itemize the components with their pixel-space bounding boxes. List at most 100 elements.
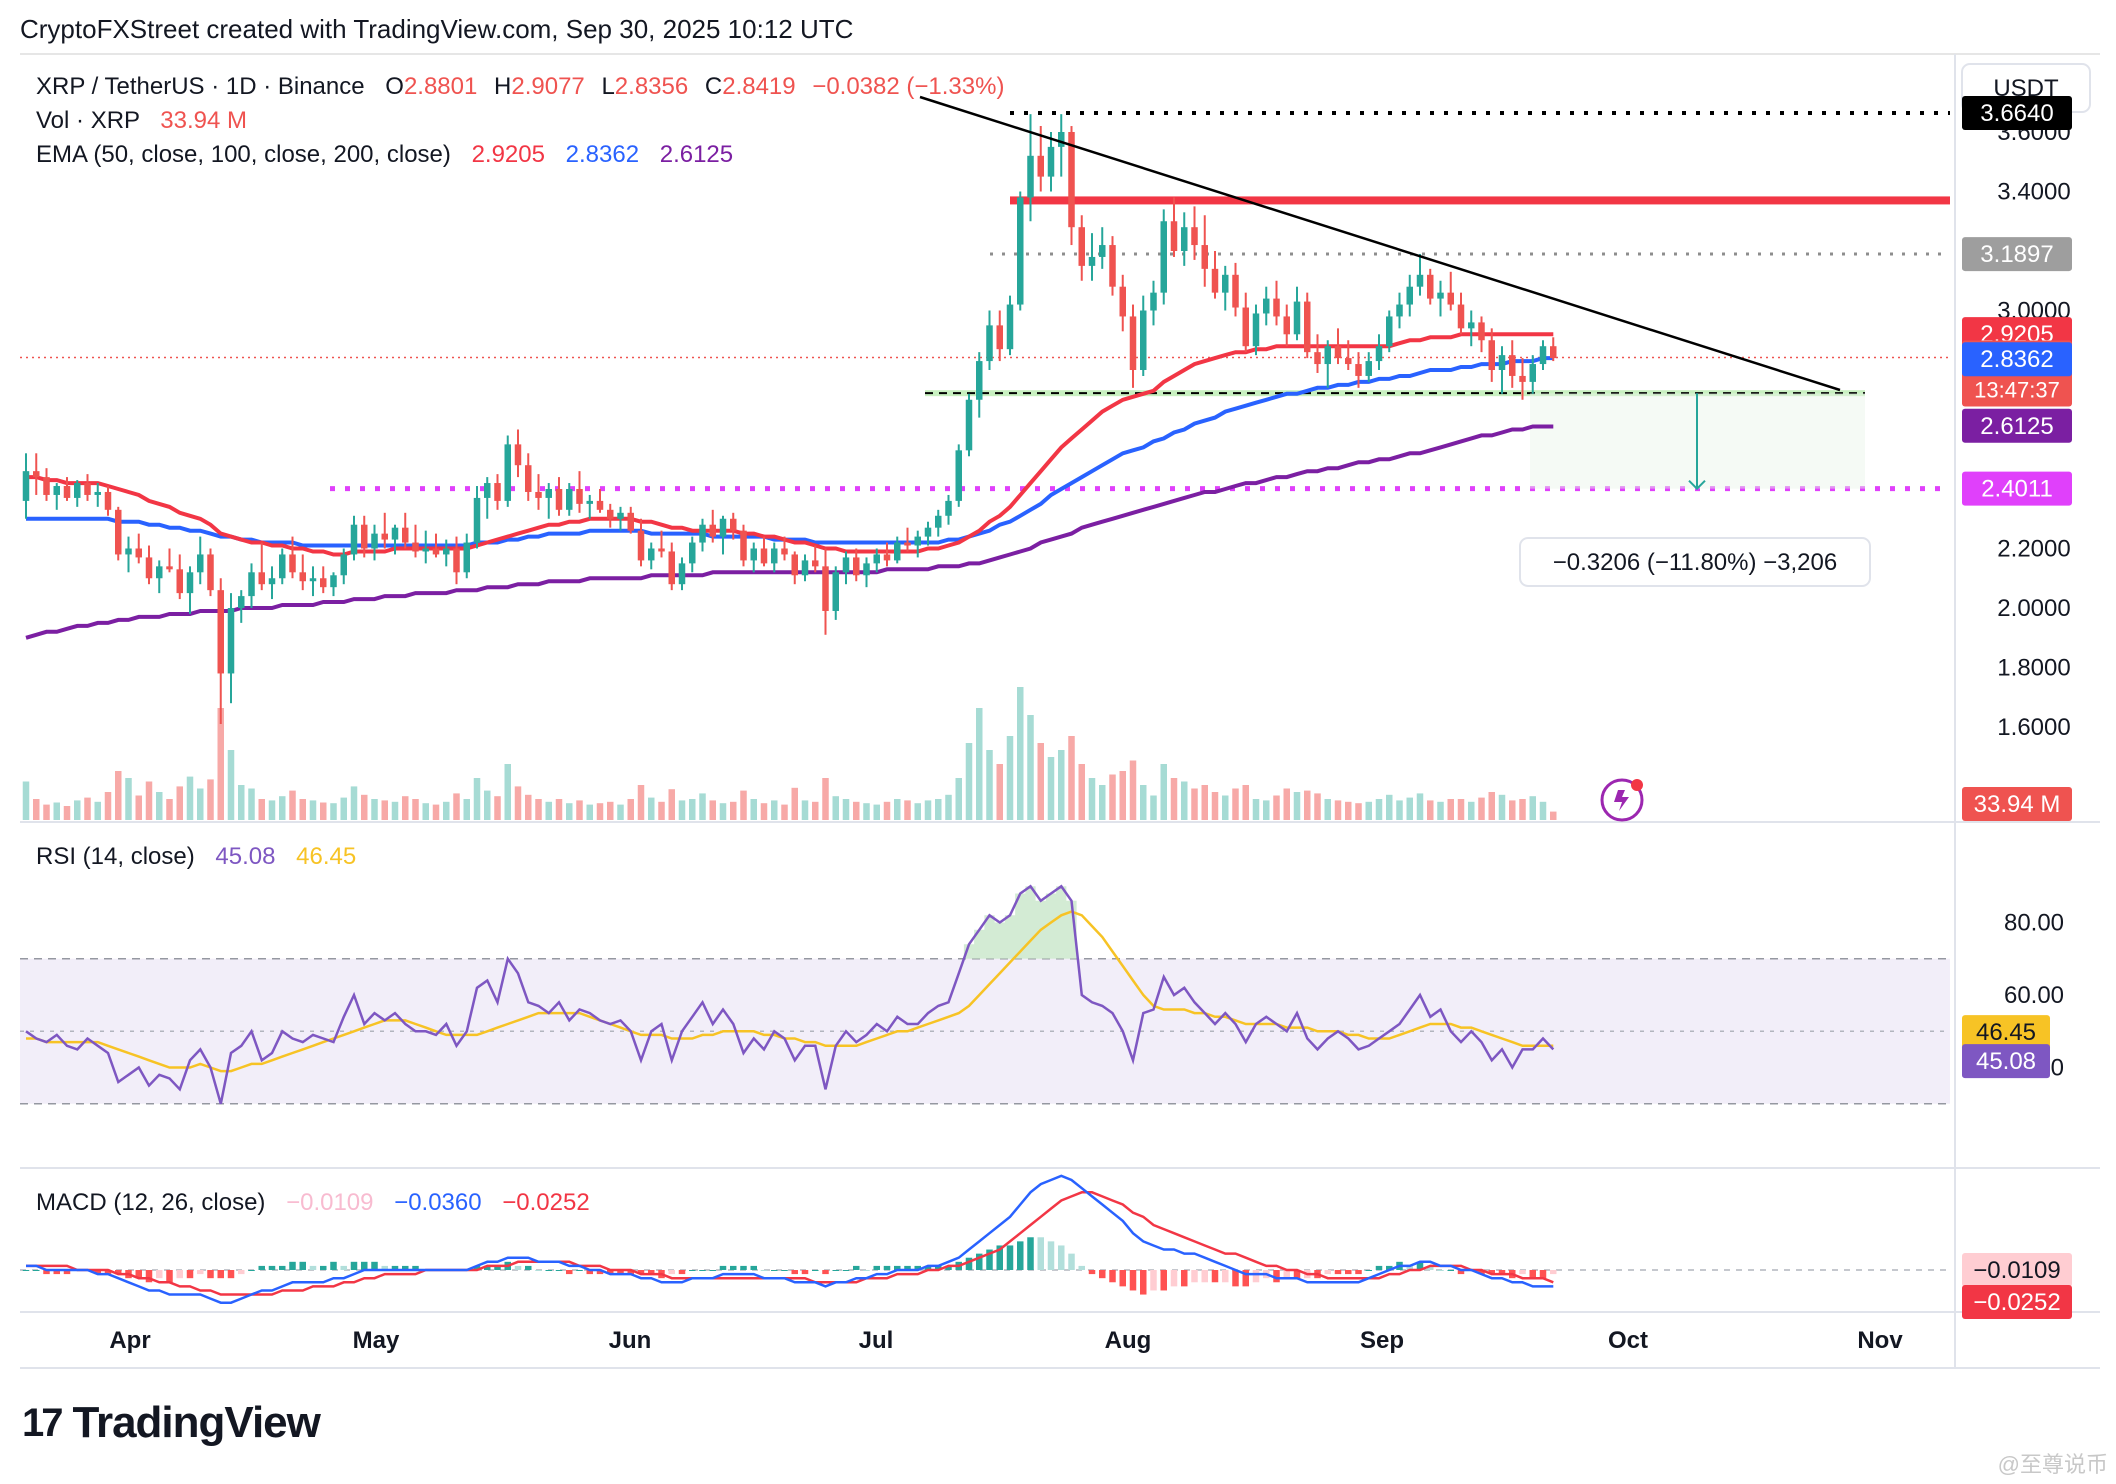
candle[interactable]: [1293, 286, 1301, 341]
candle[interactable]: [1109, 236, 1116, 296]
candle[interactable]: [104, 486, 112, 516]
candle[interactable]: [432, 533, 440, 558]
candle[interactable]: [996, 310, 1004, 362]
candle[interactable]: [812, 545, 819, 573]
candle[interactable]: [576, 471, 583, 513]
candle[interactable]: [238, 590, 245, 623]
candle[interactable]: [1468, 310, 1475, 347]
price-tag[interactable]: 2.8362: [1962, 342, 2072, 377]
candle[interactable]: [976, 352, 983, 418]
candle[interactable]: [186, 566, 194, 614]
volume-tag[interactable]: 33.94 M: [1962, 787, 2072, 821]
candle[interactable]: [1181, 212, 1188, 266]
candle[interactable]: [145, 545, 153, 585]
candle[interactable]: [84, 474, 91, 501]
candle[interactable]: [904, 527, 911, 552]
candle[interactable]: [289, 536, 296, 579]
candle[interactable]: [33, 453, 40, 495]
candle[interactable]: [1191, 206, 1198, 260]
candle[interactable]: [771, 542, 778, 573]
candle[interactable]: [330, 572, 337, 597]
candle[interactable]: [555, 477, 563, 516]
candle[interactable]: [699, 518, 706, 552]
candle[interactable]: [1519, 358, 1526, 400]
candle[interactable]: [525, 453, 532, 501]
candle[interactable]: [1345, 340, 1352, 370]
candle[interactable]: [1211, 251, 1219, 299]
candle[interactable]: [719, 515, 727, 555]
candle[interactable]: [648, 542, 655, 570]
candle[interactable]: [1314, 334, 1321, 373]
candle[interactable]: [1396, 292, 1403, 329]
candle[interactable]: [402, 512, 409, 549]
candle[interactable]: [1222, 265, 1229, 311]
candle[interactable]: [166, 548, 173, 573]
candle[interactable]: [1078, 215, 1086, 281]
candle[interactable]: [627, 506, 635, 534]
candle[interactable]: [637, 518, 645, 567]
candle[interactable]: [545, 483, 553, 519]
candle[interactable]: [1119, 274, 1127, 332]
price-axis[interactable]: 3.60003.40003.20003.00002.20002.00001.80…: [1962, 95, 2072, 821]
replay-icon[interactable]: [1600, 778, 1644, 822]
candle[interactable]: [750, 542, 758, 573]
candle[interactable]: [1283, 304, 1291, 347]
candle[interactable]: [1058, 114, 1065, 177]
candle[interactable]: [422, 530, 430, 564]
candle[interactable]: [1324, 340, 1332, 388]
price-tag[interactable]: 2.6125: [1962, 408, 2072, 443]
candle[interactable]: [1006, 295, 1014, 356]
candle[interactable]: [1488, 328, 1496, 382]
candle[interactable]: [965, 393, 973, 457]
price-tag[interactable]: 2.4011: [1962, 471, 2072, 506]
candle[interactable]: [1550, 337, 1557, 362]
candle[interactable]: [1427, 268, 1434, 305]
candle[interactable]: [1334, 328, 1342, 365]
candle[interactable]: [1375, 334, 1383, 370]
candle[interactable]: [1232, 262, 1239, 317]
candle[interactable]: [320, 566, 327, 594]
candle[interactable]: [1170, 197, 1178, 257]
candle[interactable]: [1037, 126, 1045, 192]
candle[interactable]: [678, 557, 686, 591]
candle[interactable]: [935, 509, 942, 537]
candle[interactable]: [668, 542, 676, 591]
candle[interactable]: [1447, 271, 1455, 311]
candle[interactable]: [1129, 304, 1137, 388]
candle[interactable]: [1017, 191, 1024, 311]
candle[interactable]: [709, 509, 717, 543]
candle[interactable]: [1273, 280, 1280, 326]
price-tag[interactable]: 3.6640: [1962, 95, 2072, 130]
candle[interactable]: [484, 477, 491, 519]
candle[interactable]: [566, 483, 573, 516]
candle[interactable]: [986, 310, 993, 371]
candle[interactable]: [299, 554, 307, 591]
candle[interactable]: [740, 524, 747, 567]
price-tag[interactable]: 3.1897: [1962, 237, 2072, 272]
candle[interactable]: [156, 560, 163, 594]
rsi-value-tag[interactable]: 46.45: [1962, 1015, 2050, 1050]
rsi-value-tag[interactable]: 45.08: [1962, 1044, 2050, 1079]
macd-value-tag[interactable]: −0.0109: [1962, 1253, 2072, 1287]
candle[interactable]: [443, 539, 450, 567]
candle[interactable]: [945, 494, 952, 525]
candle[interactable]: [535, 474, 542, 510]
candle[interactable]: [730, 512, 737, 540]
candle[interactable]: [504, 435, 512, 507]
candle[interactable]: [217, 578, 225, 725]
candle[interactable]: [883, 542, 891, 567]
candle[interactable]: [1539, 340, 1547, 370]
candle[interactable]: [463, 533, 471, 579]
candle[interactable]: [227, 593, 235, 704]
candle[interactable]: [361, 515, 368, 558]
candle[interactable]: [1201, 215, 1209, 287]
candle[interactable]: [1365, 352, 1373, 382]
candle[interactable]: [340, 548, 348, 585]
candle[interactable]: [853, 548, 860, 582]
candle[interactable]: [43, 468, 50, 501]
time-axis[interactable]: Apr May Jun Jul Aug Sep Oct Nov: [109, 1327, 1903, 1354]
candle[interactable]: [822, 548, 829, 635]
candle[interactable]: [781, 536, 788, 561]
candle[interactable]: [1088, 233, 1096, 281]
